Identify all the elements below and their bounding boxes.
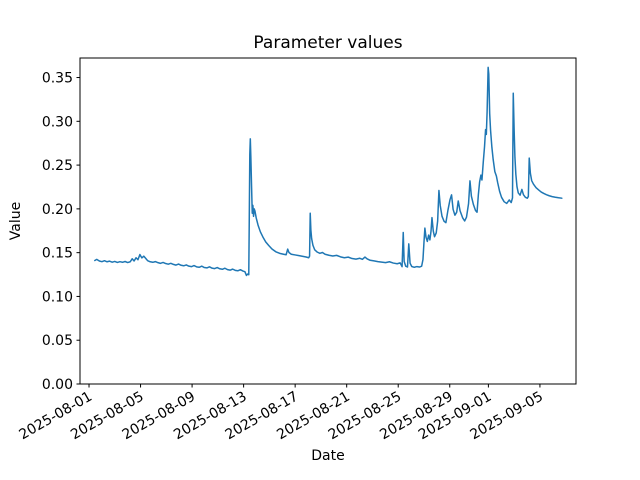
y-axis-label: Value (8, 201, 24, 241)
y-axis-ticks: 0.00 0.05 0.10 0.15 0.20 0.25 0.30 0.35 (42, 71, 80, 393)
plot-border (79, 57, 577, 385)
y-tick-label: 0.20 (42, 202, 73, 218)
y-tick-label: 0.35 (42, 71, 73, 87)
y-tick-label: 0.15 (42, 246, 73, 262)
y-tick-label: 0.10 (42, 289, 73, 305)
y-tick-label: 0.30 (42, 114, 73, 130)
chart-title: Parameter values (253, 33, 403, 53)
x-axis-ticks: 2025-08-012025-08-052025-08-092025-08-13… (17, 384, 546, 443)
x-axis-label: Date (311, 448, 345, 464)
y-tick-label: 0.05 (42, 333, 73, 349)
y-tick-label: 0.25 (42, 158, 73, 174)
series-group (94, 66, 563, 277)
y-tick-label: 0.00 (42, 377, 73, 393)
series-line-parameter-value (94, 66, 563, 277)
